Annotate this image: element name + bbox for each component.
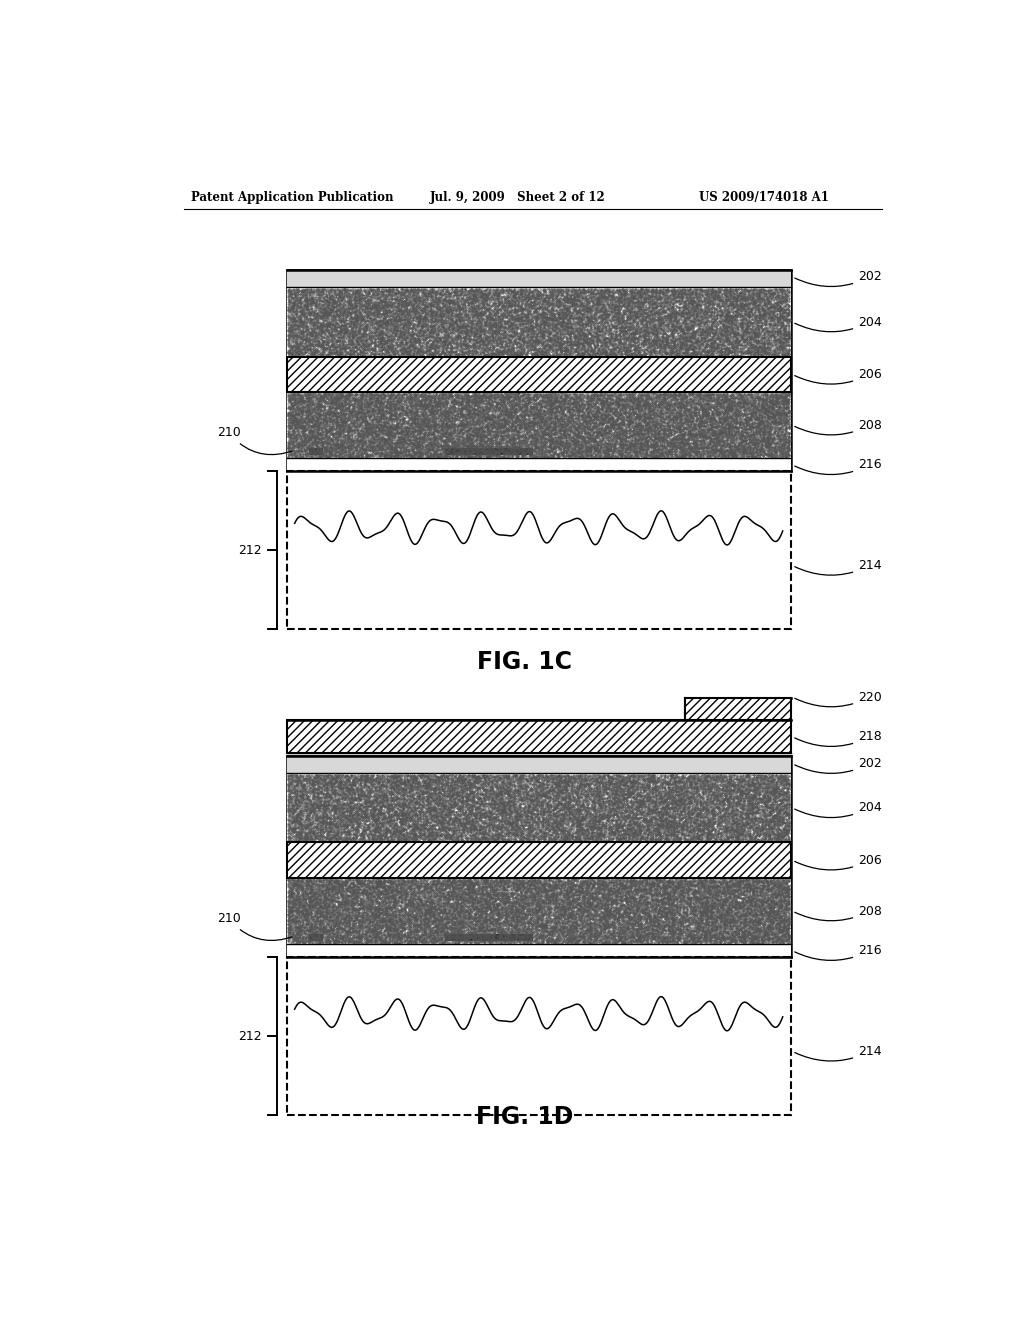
- Bar: [287, 288, 791, 356]
- Bar: [287, 957, 791, 1115]
- Text: 214: 214: [795, 1045, 882, 1061]
- Text: 202: 202: [795, 271, 882, 286]
- Text: 206: 206: [795, 368, 882, 384]
- Text: 212: 212: [238, 544, 261, 557]
- Bar: [287, 774, 791, 842]
- Text: 210: 210: [217, 912, 292, 940]
- Text: Patent Application Publication: Patent Application Publication: [191, 191, 394, 203]
- Bar: [309, 447, 324, 455]
- Text: FIG. 1D: FIG. 1D: [476, 1105, 573, 1129]
- Bar: [287, 842, 791, 878]
- Bar: [445, 447, 532, 455]
- Text: 220: 220: [795, 690, 882, 706]
- Text: 212: 212: [238, 1030, 261, 1043]
- Bar: [287, 721, 791, 752]
- Bar: [287, 756, 791, 957]
- Bar: [287, 271, 791, 471]
- Bar: [287, 458, 791, 471]
- Text: Jul. 9, 2009   Sheet 2 of 12: Jul. 9, 2009 Sheet 2 of 12: [430, 191, 605, 203]
- Bar: [287, 271, 791, 288]
- Text: 202: 202: [795, 758, 882, 774]
- Text: 204: 204: [795, 801, 882, 817]
- Bar: [287, 878, 791, 944]
- Text: 210: 210: [217, 426, 292, 454]
- Text: 208: 208: [795, 904, 882, 921]
- Text: 218: 218: [795, 730, 882, 746]
- Bar: [685, 698, 791, 721]
- Bar: [287, 356, 791, 392]
- Text: 204: 204: [795, 315, 882, 331]
- Bar: [287, 944, 791, 957]
- Bar: [287, 392, 791, 458]
- Text: 216: 216: [795, 944, 882, 961]
- Bar: [445, 935, 532, 941]
- Text: 206: 206: [795, 854, 882, 870]
- Bar: [287, 756, 791, 774]
- Bar: [287, 471, 791, 630]
- Text: 216: 216: [795, 458, 882, 475]
- Text: 208: 208: [795, 418, 882, 434]
- Text: 214: 214: [795, 558, 882, 576]
- Text: FIG. 1C: FIG. 1C: [477, 649, 572, 673]
- Bar: [309, 935, 324, 941]
- Text: US 2009/174018 A1: US 2009/174018 A1: [699, 191, 829, 203]
